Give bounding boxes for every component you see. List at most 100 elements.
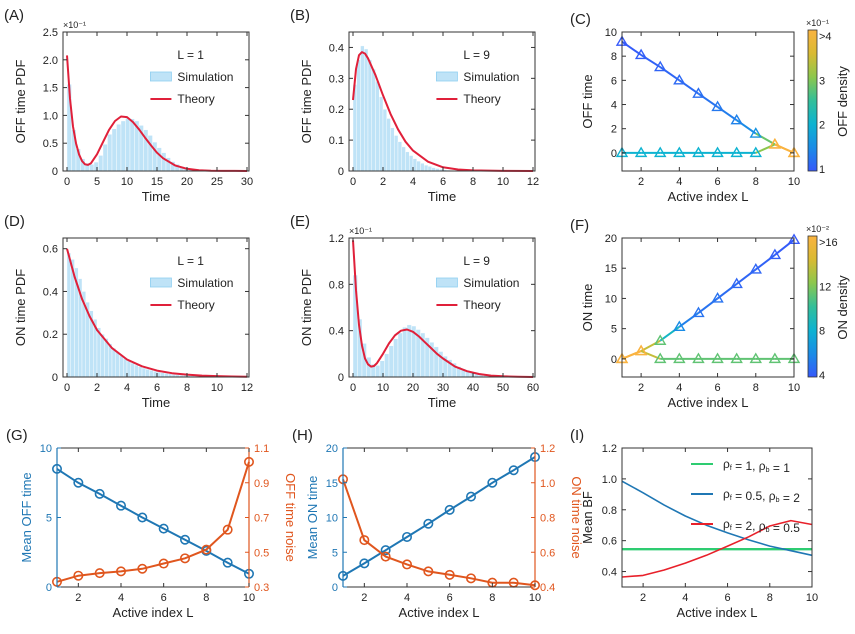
histogram-bar xyxy=(424,164,429,172)
circle-marker xyxy=(380,545,391,556)
histogram-bar xyxy=(123,358,128,378)
histogram-bars xyxy=(66,252,203,378)
theory-curve xyxy=(352,51,534,172)
y-tick-label: 0.6 xyxy=(43,244,58,256)
panel-label: (F) xyxy=(570,217,589,234)
y-tick-label: 0.2 xyxy=(43,329,58,341)
legend-label-simulation: Simulation xyxy=(463,70,519,84)
y-tick-label: 20 xyxy=(605,233,617,245)
series-segment xyxy=(736,268,757,285)
histogram-bar xyxy=(367,59,372,172)
x-tick-label: 2 xyxy=(75,592,81,604)
x-tick-label: 10 xyxy=(121,176,133,188)
legend-subscript: b xyxy=(776,497,780,504)
series-segment xyxy=(640,339,661,352)
y-axis-label: Mean ON time xyxy=(305,476,320,560)
circle-marker xyxy=(444,569,455,580)
histogram-bar xyxy=(402,326,408,378)
series-line xyxy=(56,461,250,583)
colorbar-multiplier: ×10⁻² xyxy=(806,224,829,234)
colorbar-tick-label: 1 xyxy=(819,164,825,176)
histogram-bar xyxy=(141,367,146,378)
x-tick-label: 10 xyxy=(377,382,389,394)
triangle-marker xyxy=(768,138,782,149)
triangle-marker xyxy=(653,334,667,345)
series-right xyxy=(337,474,540,591)
series-lower xyxy=(615,344,801,364)
circle-marker xyxy=(465,491,476,502)
series-line xyxy=(621,480,813,557)
y-tick-label-right: 1.0 xyxy=(540,478,555,490)
y-tick-label: 8 xyxy=(611,51,617,63)
x-tick-label: 2 xyxy=(638,176,644,188)
histogram-bar xyxy=(115,352,120,378)
x-tick-label: 6 xyxy=(714,176,720,188)
panel-label: (E) xyxy=(290,213,310,230)
triangle-marker xyxy=(730,277,743,289)
circle-marker xyxy=(180,534,191,545)
y-tick-label: 0 xyxy=(338,166,344,178)
histogram-bar xyxy=(134,364,139,378)
colorbar-tick-label: >4 xyxy=(819,31,832,43)
circle-marker xyxy=(401,531,412,542)
circle-marker xyxy=(158,523,169,534)
colorbar-bar xyxy=(807,29,818,172)
histogram-bar xyxy=(375,365,381,378)
legend-title: L = 9 xyxy=(463,254,490,268)
y-tick-label: 0.4 xyxy=(43,286,58,298)
y-tick-label-right: 0.3 xyxy=(254,582,269,594)
x-tick-label: 6 xyxy=(447,592,453,604)
histogram-bar xyxy=(145,369,150,378)
legend-swatch-simulation xyxy=(150,277,172,288)
x-tick-label: 10 xyxy=(788,176,800,188)
histogram-bar xyxy=(431,167,436,172)
circle-marker xyxy=(423,566,434,577)
circle-marker xyxy=(380,551,391,562)
colorbar-tick-label: 12 xyxy=(819,281,831,293)
x-tick-label: 4 xyxy=(676,382,682,394)
legend-text: ρ xyxy=(723,487,730,501)
series-segment xyxy=(755,254,776,271)
histogram-bar xyxy=(427,166,432,172)
legend-label-theory: Theory xyxy=(463,298,500,312)
y-tick-label-right: 0.7 xyxy=(254,513,269,525)
y-tick-label-left: 10 xyxy=(40,443,52,455)
series-segment xyxy=(716,106,738,122)
x-tick-label: 6 xyxy=(440,176,446,188)
histogram-bar xyxy=(126,360,131,378)
x-tick-label: 10 xyxy=(788,382,800,394)
panel-label: (G) xyxy=(6,427,28,444)
y-tick-label: 5 xyxy=(611,324,617,336)
y-tick-label: 2 xyxy=(611,124,617,136)
circle-marker xyxy=(201,544,212,555)
y-tick-label-right: 0.4 xyxy=(540,582,555,594)
y-axis-label: OFF time PDF xyxy=(13,60,28,144)
x-tick-label: 8 xyxy=(753,176,759,188)
circle-marker xyxy=(423,518,434,529)
legend-subscript: f xyxy=(730,465,732,472)
triangle-marker xyxy=(749,127,763,138)
x-tick-label: 8 xyxy=(767,592,773,604)
x-tick-label: 2 xyxy=(380,176,386,188)
histogram-bar xyxy=(397,141,402,172)
panel-c: 2 4 6 8 10 Active index L 0 2 4 6 8 10 OFF time (C) 1 2… xyxy=(570,11,850,204)
legend-title: L = 1 xyxy=(177,48,204,62)
triangle-marker xyxy=(730,113,743,125)
legend-subscript: f xyxy=(730,495,732,502)
histogram-bar xyxy=(394,135,399,172)
histogram-bar xyxy=(379,96,384,172)
series-upper xyxy=(615,233,801,364)
legend-text: = 0.5 xyxy=(770,521,801,535)
x-axis-label: Time xyxy=(428,189,456,204)
histogram-bar xyxy=(161,152,167,172)
histogram-bar xyxy=(360,45,365,172)
triangle-marker xyxy=(768,352,782,364)
histogram-bar xyxy=(149,370,154,378)
legend-swatch-simulation xyxy=(436,277,458,288)
histogram-bar xyxy=(382,109,387,172)
colorbar: 4 8 12 >16 ×10⁻² ON density xyxy=(806,224,850,382)
series-line xyxy=(342,478,536,587)
colorbar-tick-label: 2 xyxy=(819,120,825,132)
x-tick-label: 30 xyxy=(437,382,449,394)
